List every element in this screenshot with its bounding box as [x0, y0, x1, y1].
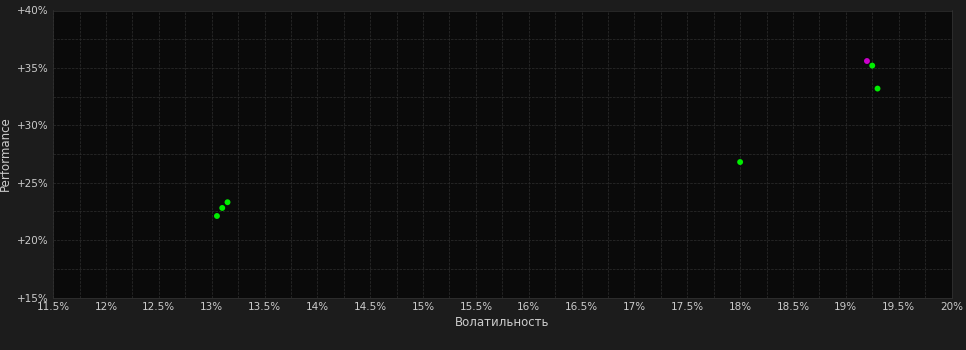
Point: [732, 159, 748, 165]
Y-axis label: Performance: Performance: [0, 117, 12, 191]
Point: [859, 58, 874, 64]
Point: [210, 213, 225, 219]
Point: [214, 205, 230, 211]
Point: [220, 199, 236, 205]
Point: [869, 86, 885, 91]
Point: [865, 63, 880, 68]
X-axis label: Волатильность: Волатильность: [455, 316, 550, 329]
